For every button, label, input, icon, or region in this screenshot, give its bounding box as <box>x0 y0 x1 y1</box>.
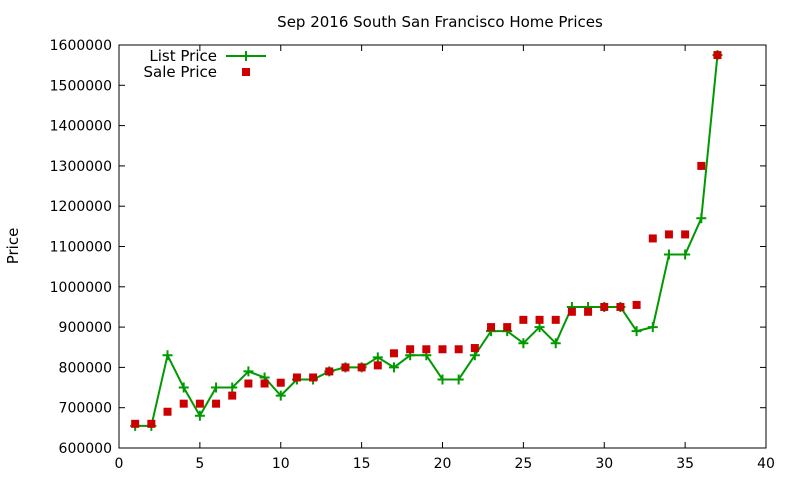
sale-price-point <box>422 345 431 354</box>
list-price-point <box>663 249 674 260</box>
chart-title: Sep 2016 South San Francisco Home Prices <box>277 13 603 31</box>
sale-price-point <box>179 399 188 408</box>
sale-price-point <box>341 363 350 372</box>
x-tick-label: 5 <box>195 456 204 472</box>
list-price-point <box>696 213 707 224</box>
sale-price-point <box>260 379 269 388</box>
y-tick-label: 1200000 <box>50 199 112 215</box>
sale-price-point <box>309 373 318 382</box>
list-price-point <box>275 390 286 401</box>
sale-price-point <box>373 361 382 370</box>
sale-price-point <box>438 345 447 354</box>
sale-price-point <box>600 302 609 311</box>
x-tick-label: 40 <box>757 456 775 472</box>
list-price-point <box>211 382 222 393</box>
list-price-point <box>227 382 238 393</box>
x-tick-label: 25 <box>514 456 532 472</box>
sale-price-point <box>535 315 544 324</box>
list-price-point <box>437 374 448 385</box>
sale-price-point <box>551 315 560 324</box>
sale-price-point <box>131 419 140 428</box>
sale-price-point <box>567 307 576 316</box>
sale-price-point <box>244 379 253 388</box>
y-tick-label: 1000000 <box>50 280 112 296</box>
x-tick-label: 10 <box>272 456 290 472</box>
y-tick-label: 1500000 <box>50 78 112 94</box>
y-tick-label: 700000 <box>59 401 112 417</box>
x-tick-label: 30 <box>595 456 613 472</box>
list-price-point <box>680 249 691 260</box>
list-price-line <box>135 54 719 427</box>
sale-price-point <box>470 344 479 353</box>
x-tick-label: 0 <box>115 456 124 472</box>
sale-price-point <box>681 230 690 239</box>
y-tick-label: 1600000 <box>50 38 112 54</box>
y-tick-label: 1100000 <box>50 240 112 256</box>
y-axis-label: Price <box>4 228 22 265</box>
legend-marker-sale-price <box>242 68 250 76</box>
list-price-point <box>453 374 464 385</box>
list-price-point <box>647 322 658 333</box>
sale-price-point <box>487 323 496 332</box>
sale-price-point <box>648 234 657 243</box>
y-tick-label: 1400000 <box>50 119 112 135</box>
sale-price-point <box>357 363 366 372</box>
y-tick-label: 600000 <box>59 441 112 457</box>
plot-area: 0 5 10 15 20 25 30 35 40 600000 700000 800000 900000… <box>50 38 775 472</box>
sale-price-point <box>503 323 512 332</box>
sale-price-point <box>454 345 463 354</box>
sale-price-point <box>147 419 156 428</box>
legend: List Price Sale Price <box>144 47 266 81</box>
sale-price-point <box>519 315 528 324</box>
sale-price-point <box>584 307 593 316</box>
x-tick-label: 35 <box>676 456 694 472</box>
x-tick-label: 15 <box>353 456 371 472</box>
y-tick-label: 900000 <box>59 320 112 336</box>
y-tick-label: 1300000 <box>50 159 112 175</box>
sale-price-point <box>228 391 237 400</box>
sale-price-point <box>697 161 706 170</box>
sale-price-point <box>276 378 285 387</box>
sale-price-point <box>292 373 301 382</box>
list-price-point <box>550 338 561 349</box>
list-price-point <box>243 366 254 377</box>
sale-price-point <box>163 407 172 416</box>
sale-price-point <box>212 399 221 408</box>
legend-marker-list-price <box>241 51 251 61</box>
list-price-point <box>518 338 529 349</box>
list-price-point <box>372 352 383 363</box>
list-price-point <box>162 350 173 361</box>
sale-price-point <box>632 300 641 309</box>
legend-label-sale-price: Sale Price <box>144 63 217 81</box>
sale-price-point <box>616 302 625 311</box>
sale-price-point <box>406 345 415 354</box>
legend-label-list-price: List Price <box>149 47 217 65</box>
x-tick-label: 20 <box>434 456 452 472</box>
list-price-point <box>388 362 399 373</box>
sale-price-point <box>325 367 334 376</box>
sale-price-point <box>713 51 722 60</box>
sale-price-point <box>389 349 398 358</box>
sale-price-point <box>195 399 204 408</box>
list-price-point <box>194 410 205 421</box>
sale-price-point <box>664 230 673 239</box>
list-price-point <box>178 382 189 393</box>
y-tick-label: 800000 <box>59 360 112 376</box>
list-price-point <box>631 326 642 337</box>
